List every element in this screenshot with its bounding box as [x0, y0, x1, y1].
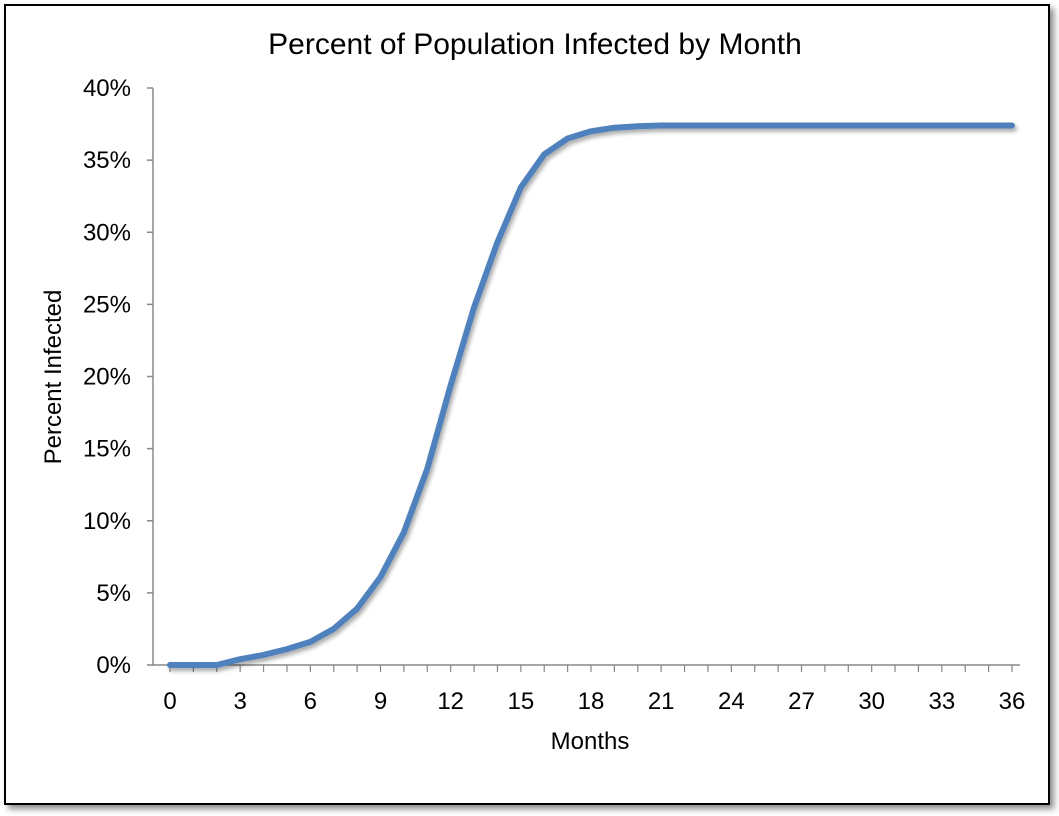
- data-point: [520, 187, 521, 188]
- data-point: [450, 385, 451, 386]
- data-point: [614, 127, 615, 128]
- y-tick-label: 40%: [83, 75, 131, 102]
- chart-title: Percent of Population Infected by Month: [268, 28, 802, 61]
- data-point: [848, 125, 849, 126]
- data-point: [193, 665, 194, 666]
- y-tick-label: 5%: [96, 580, 131, 607]
- y-axis-label: Percent Infected: [40, 290, 67, 465]
- data-point: [497, 242, 498, 243]
- data-point: [1012, 125, 1013, 126]
- data-point: [941, 125, 942, 126]
- data-point: [918, 125, 919, 126]
- y-tick-label: 25%: [83, 291, 131, 318]
- data-point: [988, 125, 989, 126]
- data-point: [637, 126, 638, 127]
- data-point: [824, 125, 825, 126]
- data-point: [684, 125, 685, 126]
- data-point: [240, 659, 241, 660]
- x-tick-label: 36: [999, 688, 1026, 715]
- x-tick-label: 0: [163, 688, 176, 715]
- y-tick-label: 30%: [83, 219, 131, 246]
- data-point: [403, 532, 404, 533]
- axes: [152, 88, 1020, 666]
- data-point: [333, 628, 334, 629]
- x-tick-label: 3: [233, 688, 246, 715]
- x-axis-label: Months: [551, 728, 630, 755]
- tick-labels: 0%5%10%15%20%25%30%35%40%0 3 6 9 12 15 18 21 24 2…: [83, 75, 1025, 715]
- data-point: [778, 125, 779, 126]
- data-point: [731, 125, 732, 126]
- data-point: [427, 468, 428, 469]
- x-tick-label: 18: [578, 688, 605, 715]
- data-point: [895, 125, 896, 126]
- x-tick-label: 6: [304, 688, 317, 715]
- x-tick-label: 24: [718, 688, 745, 715]
- data-point: [357, 608, 358, 609]
- x-tick-label: 30: [858, 688, 885, 715]
- series-group: [167, 122, 1015, 668]
- data-point: [544, 154, 545, 155]
- x-tick-label: 15: [507, 688, 534, 715]
- data-point: [965, 125, 966, 126]
- x-tick-label: 27: [788, 688, 815, 715]
- data-point: [754, 125, 755, 126]
- x-tick-label: 33: [928, 688, 955, 715]
- data-point: [310, 641, 311, 642]
- data-point: [216, 665, 217, 666]
- data-point: [871, 125, 872, 126]
- data-point: [474, 307, 475, 308]
- tick-marks: [147, 87, 1013, 672]
- data-point: [567, 138, 568, 139]
- data-point: [801, 125, 802, 126]
- data-point: [661, 125, 662, 126]
- data-point: [263, 654, 264, 655]
- series-line: [167, 122, 1015, 668]
- chart-frame: [4, 4, 1050, 805]
- data-point: [170, 665, 171, 666]
- y-tick-label: 10%: [83, 508, 131, 535]
- data-point: [591, 131, 592, 132]
- y-tick-label: 15%: [83, 436, 131, 463]
- data-point: [380, 577, 381, 578]
- x-tick-label: 12: [437, 688, 464, 715]
- y-tick-label: 20%: [83, 364, 131, 391]
- data-point: [286, 649, 287, 650]
- x-tick-label: 21: [648, 688, 675, 715]
- x-tick-label: 9: [374, 688, 387, 715]
- y-tick-label: 0%: [96, 652, 131, 679]
- y-tick-label: 35%: [83, 147, 131, 174]
- data-point: [707, 125, 708, 126]
